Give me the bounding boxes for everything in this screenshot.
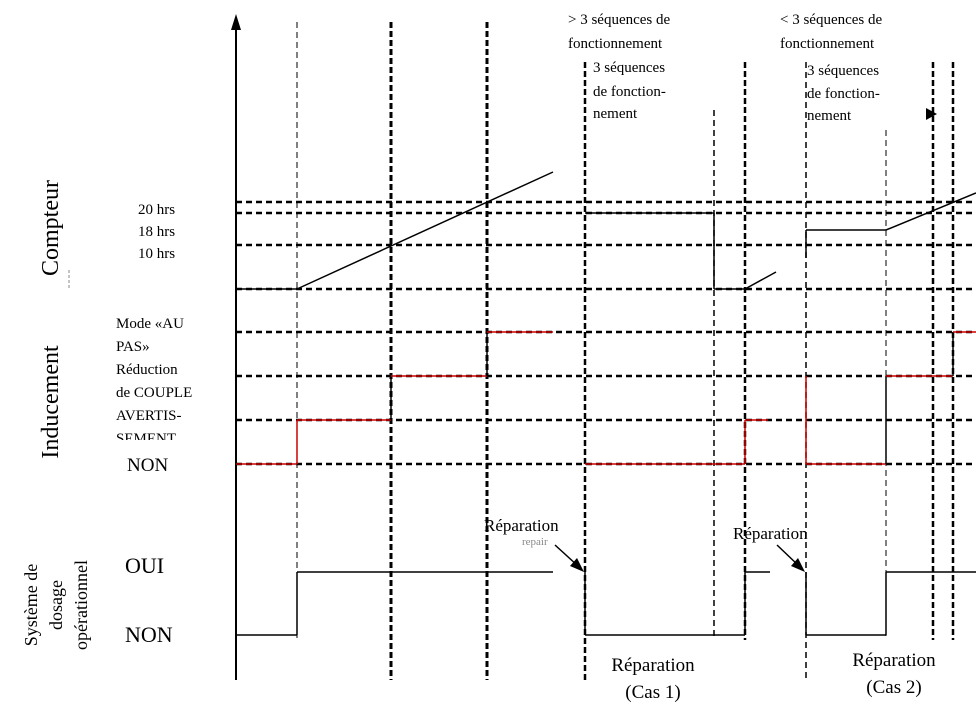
dosing-yes-label: OUI — [125, 553, 164, 578]
case2-sub-line2: de fonction- — [807, 86, 880, 102]
case1-sub-line3: nement — [593, 106, 638, 122]
repair-arrow-case1-icon — [570, 558, 584, 572]
inducement-axis-label: Inducement — [38, 345, 64, 459]
level-torque-line1: Réduction — [116, 362, 178, 378]
sequence-arrow-icon — [926, 108, 937, 120]
case1-sub-line1: 3 séquences — [593, 60, 665, 76]
warning-label-mask — [110, 440, 230, 452]
counter-level-20h: 20 hrs — [138, 202, 175, 218]
counter-axis-label: Compteur — [38, 180, 64, 276]
counter-level-18h: 18 hrs — [138, 224, 175, 240]
bottom-case2-line2: (Cas 2) — [866, 677, 921, 698]
case1-top-line1: > 3 séquences de — [568, 12, 671, 28]
level-warning-line1: AVERTIS- — [116, 408, 182, 424]
axis-arrow-icon — [231, 14, 241, 30]
dosing-axis-label-line1: Système de — [21, 564, 41, 647]
repair-label-case1: Réparation — [484, 516, 559, 535]
dosing-axis-label-line3: opérationnel — [71, 560, 91, 650]
counter-trace — [236, 171, 976, 290]
repair-label-case1-faint: repair — [522, 536, 548, 548]
inducement-trace — [236, 331, 976, 465]
bottom-case1-line1: Réparation — [611, 655, 695, 676]
repair-arrow-case2-icon — [791, 558, 805, 572]
case1-top-line2: fonctionnement — [568, 36, 663, 52]
bottom-case1-line2: (Cas 1) — [625, 682, 680, 703]
level-torque-line2: de COUPLE — [116, 385, 192, 401]
bottom-case2-line1: Réparation — [852, 650, 936, 671]
counter-ramp-case1 — [744, 271, 777, 290]
level-step-mode-line2: PAS» — [116, 339, 150, 355]
dosing-trace — [236, 571, 976, 636]
dosing-no-label: NON — [125, 622, 173, 647]
repair-arrows — [554, 108, 937, 572]
level-step-mode-line1: Mode «AU — [116, 316, 184, 332]
case1-sub-line2: de fonction- — [593, 84, 666, 100]
case2-top-line2: fonctionnement — [780, 36, 875, 52]
counter-level-10h: 10 hrs — [138, 246, 175, 262]
reference-levels — [236, 200, 976, 466]
level-off-label: NON — [127, 455, 168, 476]
case2-sub-line3: nement — [807, 108, 852, 124]
counter-ramp-1 — [296, 171, 554, 290]
repair-label-case2: Réparation — [733, 524, 808, 543]
case2-sub-line1: 3 séquences — [807, 63, 879, 79]
counter-ramp-case2 — [885, 192, 976, 231]
dosing-axis-label-line2: dosage — [46, 580, 66, 630]
case2-top-line1: < 3 séquences de — [780, 12, 883, 28]
